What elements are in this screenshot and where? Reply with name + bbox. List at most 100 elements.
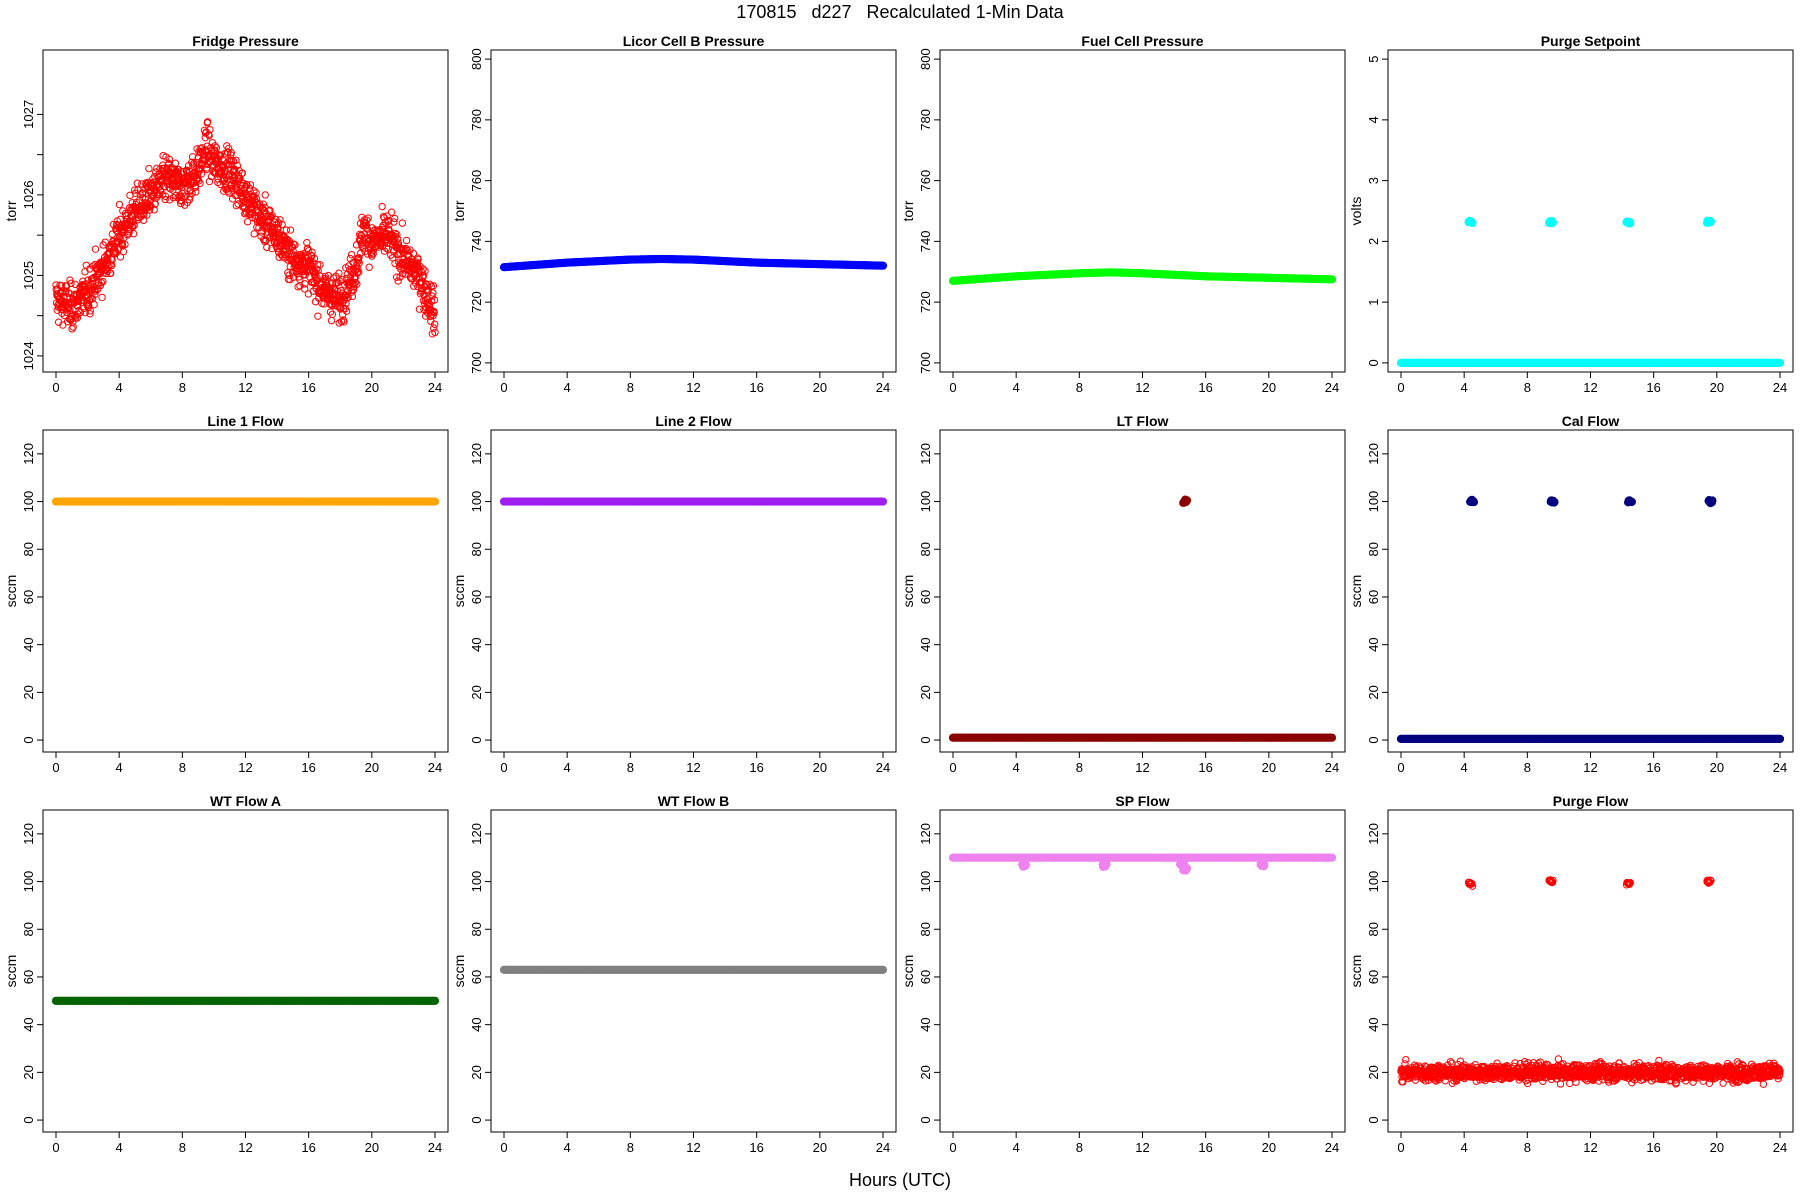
- data-point: [1327, 733, 1337, 742]
- y-tick-label: 40: [1366, 637, 1381, 651]
- y-tick-label: 740: [918, 231, 933, 253]
- x-tick-label: 4: [116, 1140, 123, 1155]
- data-point: [211, 142, 219, 150]
- plot-frame: [490, 429, 897, 753]
- data-point: [282, 226, 290, 234]
- data-point: [125, 228, 133, 236]
- data-point: [139, 189, 147, 197]
- data-point: [320, 300, 328, 308]
- y-tick-label: 1027: [21, 100, 36, 129]
- x-tick-label: 20: [365, 760, 379, 775]
- y-tick-label: 100: [1366, 871, 1381, 893]
- data-point: [321, 272, 329, 281]
- data-point: [243, 218, 252, 226]
- data-point: [378, 202, 386, 211]
- x-tick-label: 0: [1397, 760, 1404, 775]
- x-tick-label: 24: [1325, 1140, 1339, 1155]
- y-tick-label: 5: [1366, 55, 1381, 62]
- y-tick-label: 40: [469, 637, 484, 651]
- data-point: [1182, 864, 1192, 873]
- data-point: [312, 268, 320, 277]
- data-point: [1102, 860, 1111, 869]
- data-point: [115, 200, 124, 209]
- x-tick-label: 16: [1198, 1140, 1212, 1155]
- y-axis-label: sccm: [451, 955, 467, 988]
- y-tick-label: 1: [1366, 299, 1381, 306]
- data-point: [155, 190, 163, 199]
- data-point: [276, 216, 284, 224]
- y-tick-label: 120: [469, 443, 484, 465]
- data-point: [268, 244, 276, 253]
- x-tick-label: 0: [500, 1140, 507, 1155]
- panel-title: Fuel Cell Pressure: [1081, 33, 1203, 49]
- plot-frame: [1387, 49, 1794, 373]
- y-tick-label: 720: [469, 291, 484, 313]
- x-tick-label: 20: [813, 1140, 827, 1155]
- data-point: [188, 189, 196, 197]
- x-tick-label: 24: [1325, 760, 1339, 775]
- data-point: [130, 221, 138, 229]
- x-tick-label: 4: [564, 380, 571, 395]
- x-tick-label: 16: [301, 1140, 315, 1155]
- x-tick-label: 4: [564, 760, 571, 775]
- y-axis-label: sccm: [1348, 575, 1364, 608]
- y-tick-label: 4: [1366, 116, 1381, 123]
- y-tick-label: 100: [469, 491, 484, 513]
- y-tick-label: 60: [1366, 590, 1381, 604]
- x-tick-label: 20: [1262, 1140, 1276, 1155]
- x-tick-label: 12: [1135, 760, 1149, 775]
- data-point: [145, 164, 153, 173]
- x-tick-label: 12: [1583, 760, 1597, 775]
- x-tick-label: 20: [1710, 1140, 1724, 1155]
- y-tick-label: 720: [918, 291, 933, 313]
- y-tick-label: 0: [918, 736, 933, 743]
- x-tick-label: 12: [1583, 1140, 1597, 1155]
- data-point: [313, 261, 322, 269]
- data-point: [250, 187, 258, 195]
- x-tick-label: 24: [876, 760, 890, 775]
- panel-title: SP Flow: [1115, 793, 1169, 809]
- panel-title: Purge Setpoint: [1541, 33, 1641, 49]
- y-tick-label: 60: [469, 590, 484, 604]
- x-tick-label: 0: [1397, 1140, 1404, 1155]
- data-point: [250, 230, 258, 238]
- data-point: [129, 230, 138, 238]
- page-title: 170815 d227 Recalculated 1-Min Data: [736, 2, 1064, 22]
- data-point: [1548, 218, 1558, 227]
- x-tick-label: 16: [1646, 760, 1660, 775]
- x-tick-label: 20: [813, 760, 827, 775]
- data-point: [186, 167, 194, 176]
- y-tick-label: 100: [1366, 491, 1381, 513]
- data-point: [177, 193, 185, 201]
- data-point: [1327, 853, 1337, 862]
- y-tick-label: 0: [1366, 736, 1381, 743]
- y-tick-label: 100: [918, 491, 933, 513]
- x-tick-label: 0: [949, 1140, 956, 1155]
- data-point: [1182, 496, 1192, 505]
- x-tick-label: 16: [749, 380, 763, 395]
- x-tick-label: 0: [52, 1140, 59, 1155]
- data-point: [314, 312, 322, 320]
- y-tick-label: 0: [21, 1116, 36, 1123]
- data-point: [86, 310, 94, 318]
- x-tick-label: 0: [949, 760, 956, 775]
- data-point: [246, 181, 255, 189]
- data-point: [73, 314, 82, 322]
- y-tick-label: 60: [918, 590, 933, 604]
- x-tick-label: 8: [1524, 1140, 1531, 1155]
- data-point: [347, 250, 356, 259]
- data-point: [1708, 496, 1717, 505]
- x-tick-label: 16: [1646, 1140, 1660, 1155]
- plot-frame: [939, 429, 1346, 753]
- panel-title: Line 2 Flow: [655, 413, 731, 429]
- x-tick-label: 4: [116, 760, 123, 775]
- y-tick-label: 100: [918, 871, 933, 893]
- y-tick-label: 60: [1366, 970, 1381, 984]
- x-tick-label: 16: [1198, 760, 1212, 775]
- data-point: [327, 316, 336, 325]
- data-point: [341, 293, 349, 302]
- data-point: [316, 260, 324, 269]
